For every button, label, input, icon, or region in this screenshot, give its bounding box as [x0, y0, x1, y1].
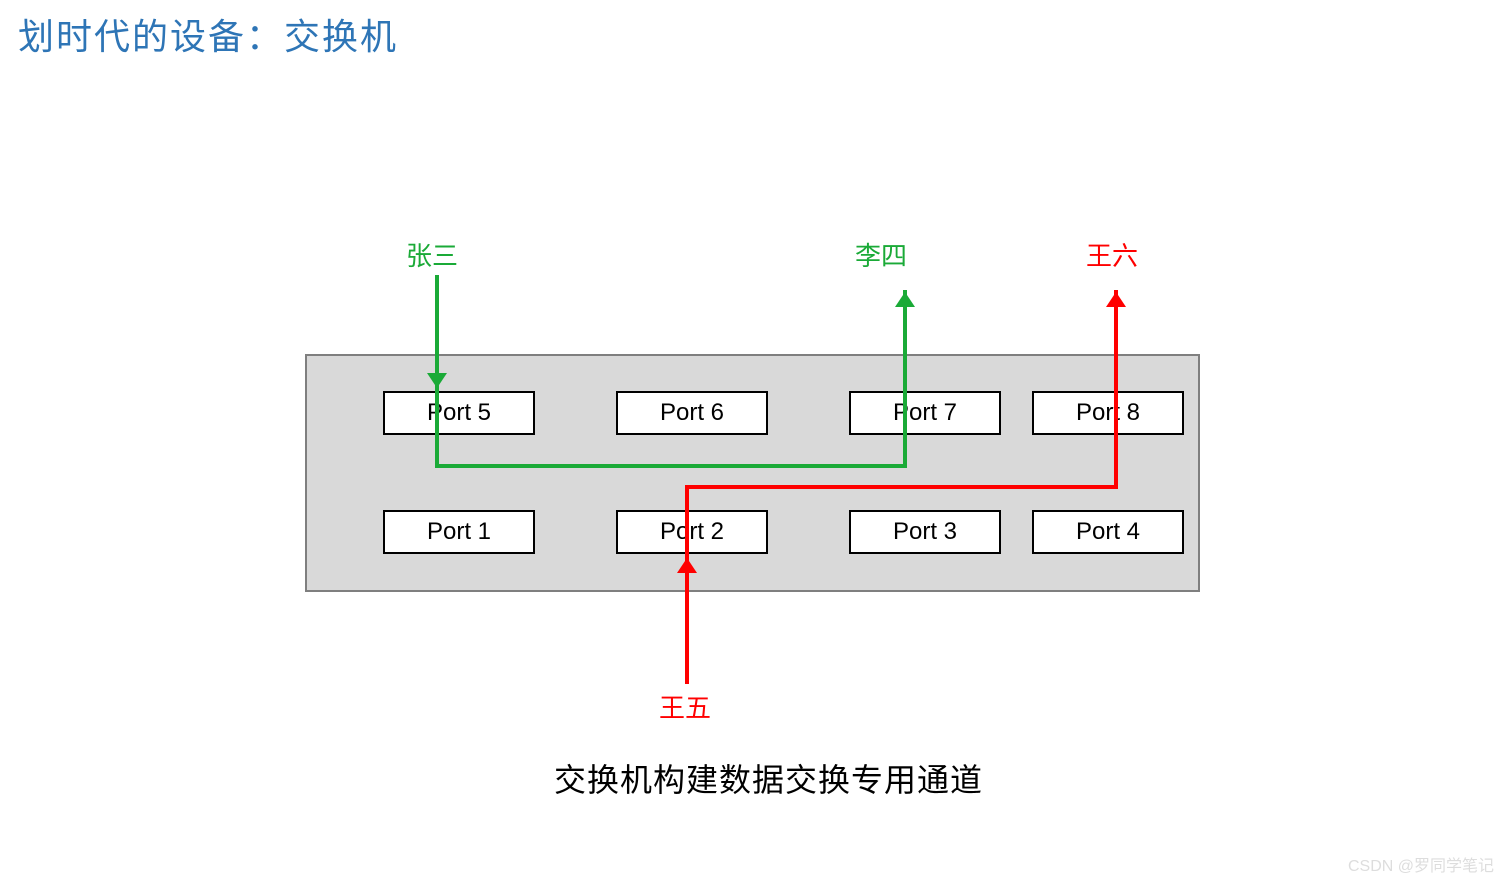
port1: Port 1	[383, 510, 535, 554]
watermark: CSDN @罗同学笔记	[1348, 852, 1494, 876]
label-wangwu: 王五	[659, 688, 711, 725]
label-zhangsan: 张三	[406, 236, 458, 273]
port3: Port 3	[849, 510, 1001, 554]
diagram-caption: 交换机构建数据交换专用通道	[554, 755, 983, 801]
port6: Port 6	[616, 391, 768, 435]
port7: Port 7	[849, 391, 1001, 435]
label-wangliu: 王六	[1086, 236, 1138, 273]
switch-box	[305, 354, 1200, 592]
port8: Port 8	[1032, 391, 1184, 435]
port5: Port 5	[383, 391, 535, 435]
port4: Port 4	[1032, 510, 1184, 554]
page-title: 划时代的设备：交换机	[18, 8, 398, 60]
label-lisi: 李四	[855, 236, 907, 273]
port2: Port 2	[616, 510, 768, 554]
